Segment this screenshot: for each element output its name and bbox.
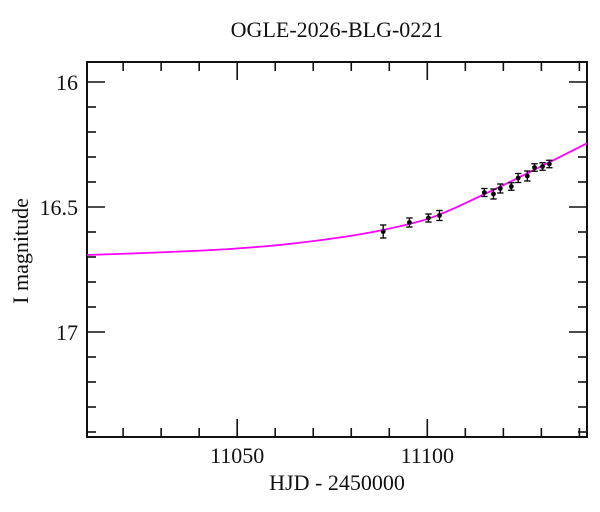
data-point (437, 213, 442, 218)
data-point (546, 161, 552, 167)
data-point (426, 215, 431, 221)
data-point (540, 164, 545, 169)
model-curve (86, 142, 588, 256)
data-point (491, 191, 496, 197)
data-point (380, 229, 386, 234)
data-point (532, 165, 537, 170)
y-tick-label: 17 (56, 320, 78, 345)
data-point (515, 175, 521, 181)
x-tick-label: 11100 (401, 443, 454, 468)
x-axis-label: HJD - 2450000 (269, 470, 405, 495)
data-point (497, 186, 503, 191)
x-tick-label: 11050 (210, 443, 264, 468)
chart-title: OGLE-2026-BLG-0221 (230, 17, 444, 42)
data-point (524, 173, 530, 179)
y-tick-label: 16 (56, 70, 78, 95)
data-point (508, 184, 514, 189)
plot-frame (86, 61, 588, 438)
data-point (407, 220, 412, 225)
y-tick-label: 16.5 (40, 195, 79, 220)
data-point (481, 190, 487, 195)
